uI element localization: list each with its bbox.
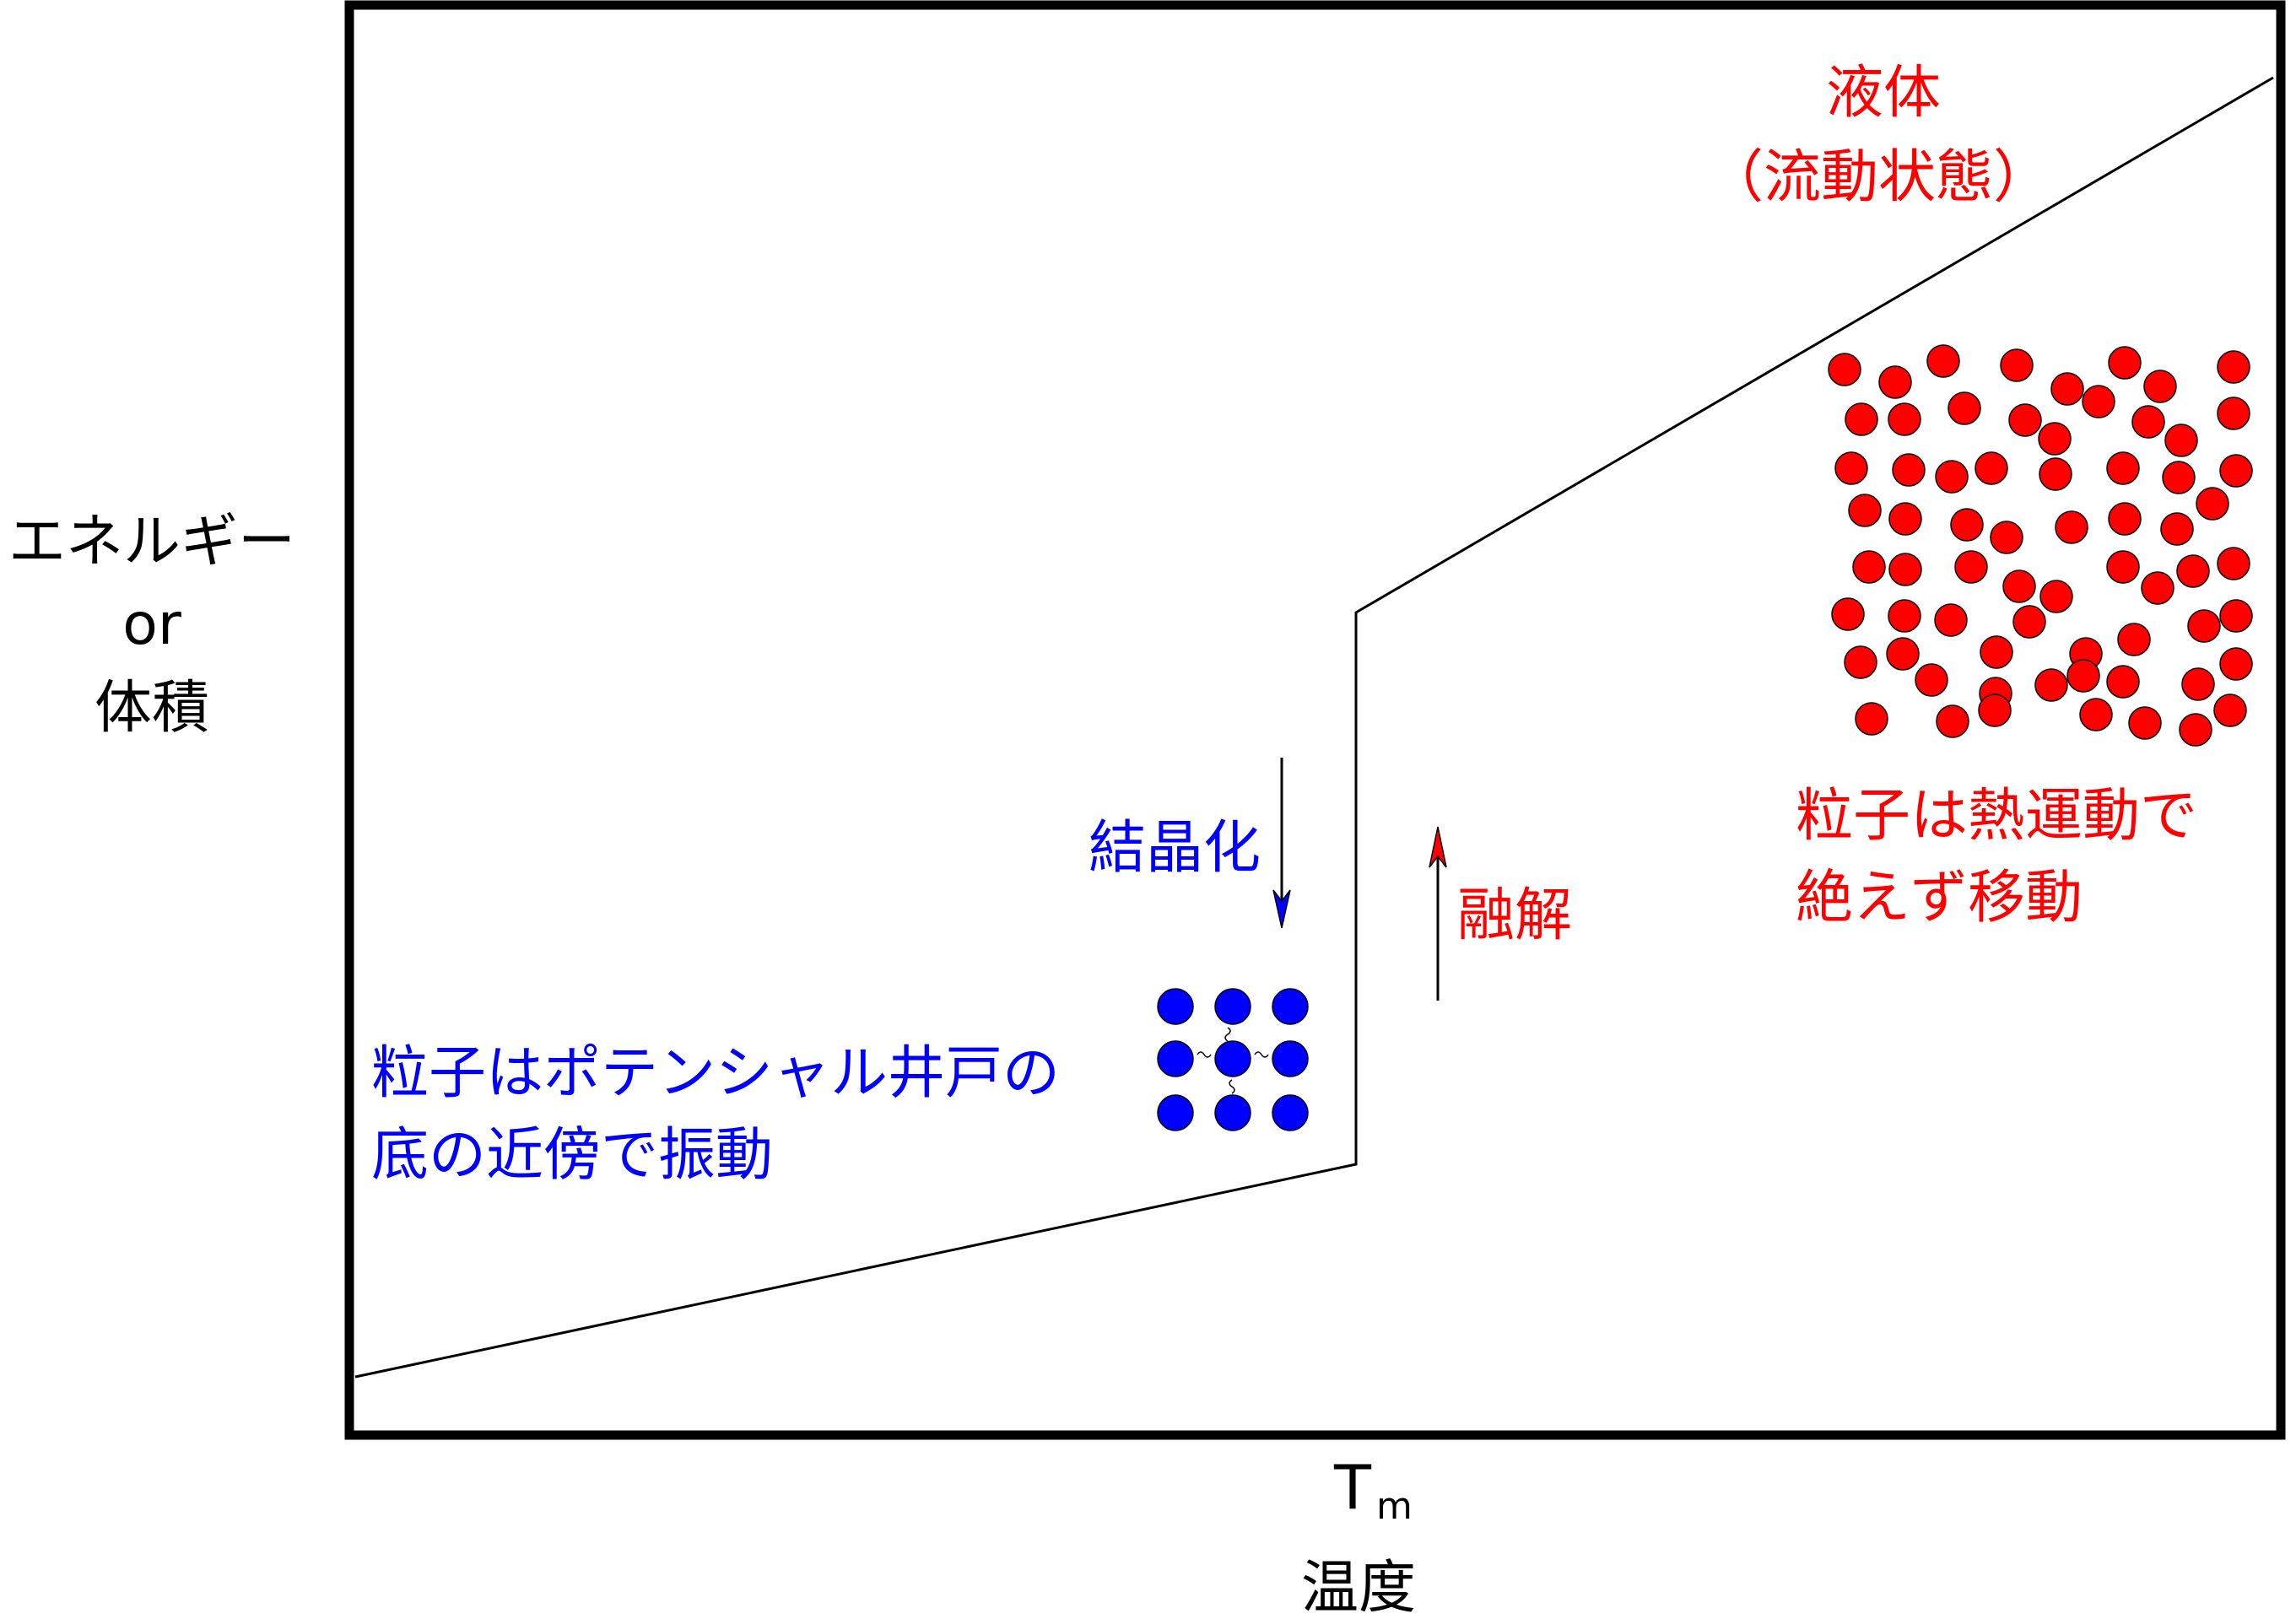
liquid-particle (2051, 373, 2083, 405)
liquid-particle (2132, 406, 2164, 438)
liquid-particle (1915, 664, 1948, 696)
liquid-particle (2040, 580, 2072, 613)
liquid-particle (2003, 570, 2035, 602)
liquid-particle (2039, 458, 2072, 490)
liquid-label-line-2: （流動状態） (1706, 144, 2050, 211)
solid-particle (1272, 989, 1308, 1024)
liquid-particle (1832, 598, 1864, 630)
liquid-note-line-1: 粒子は熱運動で (1796, 783, 2197, 850)
solid-particle (1272, 1041, 1308, 1077)
liquid-particle (2035, 669, 2067, 701)
liquid-particle (2220, 600, 2252, 632)
liquid-particle (1835, 452, 1867, 484)
vibration-mark (1255, 1052, 1268, 1057)
liquid-particle (1829, 353, 1861, 386)
liquid-particle (2109, 347, 2141, 379)
liquid-particle (1955, 551, 1987, 583)
liquid-particle (2218, 351, 2250, 383)
liquid-particle (2218, 397, 2250, 429)
solid-note-line-1: 粒子はポテンシャル井戸の (371, 1040, 1060, 1107)
liquid-particle (1937, 705, 1969, 737)
liquid-particle (1889, 553, 1921, 586)
liquid-particle (2196, 488, 2228, 520)
liquid-particle (2142, 572, 2174, 604)
melting-temperature-symbol: T (1333, 1452, 1372, 1523)
liquid-particle (2220, 455, 2252, 487)
solid-particle-lattice (1158, 989, 1308, 1131)
liquid-particle (1927, 345, 1959, 377)
liquid-particle (1979, 694, 2011, 726)
solid-particle (1158, 1095, 1193, 1131)
liquid-particle (2013, 606, 2045, 638)
liquid-particle (1845, 403, 1877, 435)
liquid-particle (2107, 551, 2139, 583)
liquid-particle (1888, 403, 1921, 435)
liquid-particle (1935, 604, 1967, 636)
melting-label: 融解 (1457, 882, 1572, 949)
liquid-particle (2001, 349, 2033, 381)
y-axis-label-line-1: エネルギー (8, 509, 295, 575)
crystallization-label: 結晶化 (1089, 815, 1261, 882)
liquid-particle (2218, 548, 2250, 580)
solid-particle (1215, 1041, 1251, 1077)
melting-temperature-subscript: m (1376, 1485, 1413, 1528)
liquid-particle (1893, 454, 1925, 486)
liquid-note-line-2: 絶えず移動 (1796, 865, 2083, 931)
liquid-particle (1889, 503, 1921, 535)
liquid-particle (2182, 668, 2214, 700)
x-axis-label: 温度 (1301, 1555, 1416, 1619)
vibration-mark (1197, 1052, 1211, 1057)
solid-particle (1272, 1095, 1308, 1131)
liquid-particle (2109, 503, 2141, 535)
solid-particle (1215, 1095, 1251, 1131)
y-axis-label-line-2: or (122, 591, 181, 658)
liquid-particle (2165, 424, 2197, 456)
liquid-label-line-1: 液体 (1826, 60, 1941, 127)
vibration-mark (1229, 1080, 1234, 1093)
liquid-particle (2177, 555, 2209, 587)
liquid-particle (1888, 600, 1921, 632)
liquid-particle (1879, 366, 1911, 398)
liquid-particle (2163, 461, 2195, 494)
liquid-particle (1856, 703, 1888, 735)
solid-note-line-2: 底の近傍で振動 (371, 1122, 773, 1189)
liquid-particle (2009, 404, 2041, 436)
liquid-particle (1845, 646, 1877, 678)
liquid-particle (2107, 452, 2139, 484)
liquid-particle (2080, 699, 2112, 731)
liquid-particle (2039, 423, 2071, 455)
solid-particle (1158, 989, 1193, 1024)
liquid-particle (2129, 707, 2161, 739)
liquid-particle (2220, 648, 2252, 680)
liquid-particle (1936, 461, 1968, 493)
liquid-particle (1948, 392, 1980, 424)
solid-particle (1158, 1041, 1193, 1077)
liquid-particle (1887, 638, 1919, 670)
solid-particle (1215, 989, 1251, 1024)
liquid-particle (1975, 452, 2007, 484)
liquid-particle (2144, 370, 2176, 402)
liquid-particle (2118, 623, 2150, 656)
liquid-particle (2056, 511, 2088, 543)
liquid-particle (2107, 666, 2139, 698)
liquid-particle (2067, 660, 2099, 692)
liquid-particle (2083, 386, 2115, 418)
liquid-particle-cluster (1829, 345, 2252, 746)
vibration-mark (1225, 1028, 1230, 1041)
liquid-particle (1853, 551, 1885, 583)
liquid-particle (1849, 494, 1881, 526)
liquid-particle (2188, 610, 2220, 642)
liquid-particle (1951, 509, 1983, 541)
liquid-particle (2180, 714, 2212, 746)
liquid-particle (2214, 694, 2246, 726)
liquid-particle (1980, 636, 2012, 668)
liquid-particle (2161, 513, 2193, 545)
y-axis-label-line-3: 体積 (95, 675, 209, 742)
liquid-particle (1991, 521, 2023, 553)
